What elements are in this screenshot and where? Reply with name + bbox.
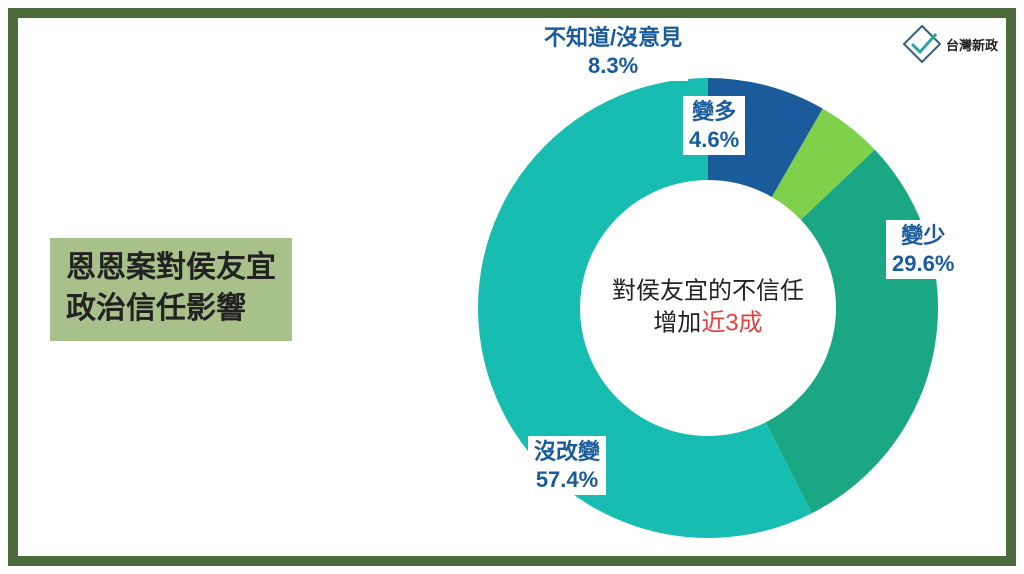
segment-label-less: 變少 29.6% [886, 220, 960, 279]
donut-chart: 對侯友宜的不信任 增加近3成 不知道/沒意見 8.3% 變多 4.6% 變少 2… [378, 28, 938, 548]
center-line-2-highlight: 近3成 [701, 310, 762, 337]
segment-label-percent: 29.6% [892, 250, 954, 278]
segment-label-more: 變多 4.6% [683, 96, 745, 155]
segment-label-percent: 57.4% [534, 466, 600, 494]
center-annotation: 對侯友宜的不信任 增加近3成 [593, 276, 823, 341]
chart-frame: 台灣新政 恩恩案對侯友宜 政治信任影響 對侯友宜的不信任 增加近3成 不知道/沒… [8, 8, 1016, 566]
center-line-2-prefix: 增加 [653, 310, 701, 337]
chart-title: 恩恩案對侯友宜 政治信任影響 [50, 238, 292, 341]
segment-label-percent: 4.6% [689, 126, 739, 154]
center-line-2: 增加近3成 [593, 308, 823, 340]
center-line-1: 對侯友宜的不信任 [593, 276, 823, 308]
segment-label-percent: 8.3% [544, 52, 682, 80]
canvas: 台灣新政 恩恩案對侯友宜 政治信任影響 對侯友宜的不信任 增加近3成 不知道/沒… [0, 0, 1024, 574]
segment-label-dontknow: 不知道/沒意見 8.3% [538, 22, 688, 81]
segment-label-text: 沒改變 [534, 438, 600, 466]
segment-label-text: 變少 [892, 222, 954, 250]
title-line-2: 政治信任影響 [66, 289, 276, 330]
segment-label-nochange: 沒改變 57.4% [528, 436, 606, 495]
title-line-1: 恩恩案對侯友宜 [66, 248, 276, 289]
segment-label-text: 不知道/沒意見 [544, 24, 682, 52]
segment-label-text: 變多 [689, 98, 739, 126]
